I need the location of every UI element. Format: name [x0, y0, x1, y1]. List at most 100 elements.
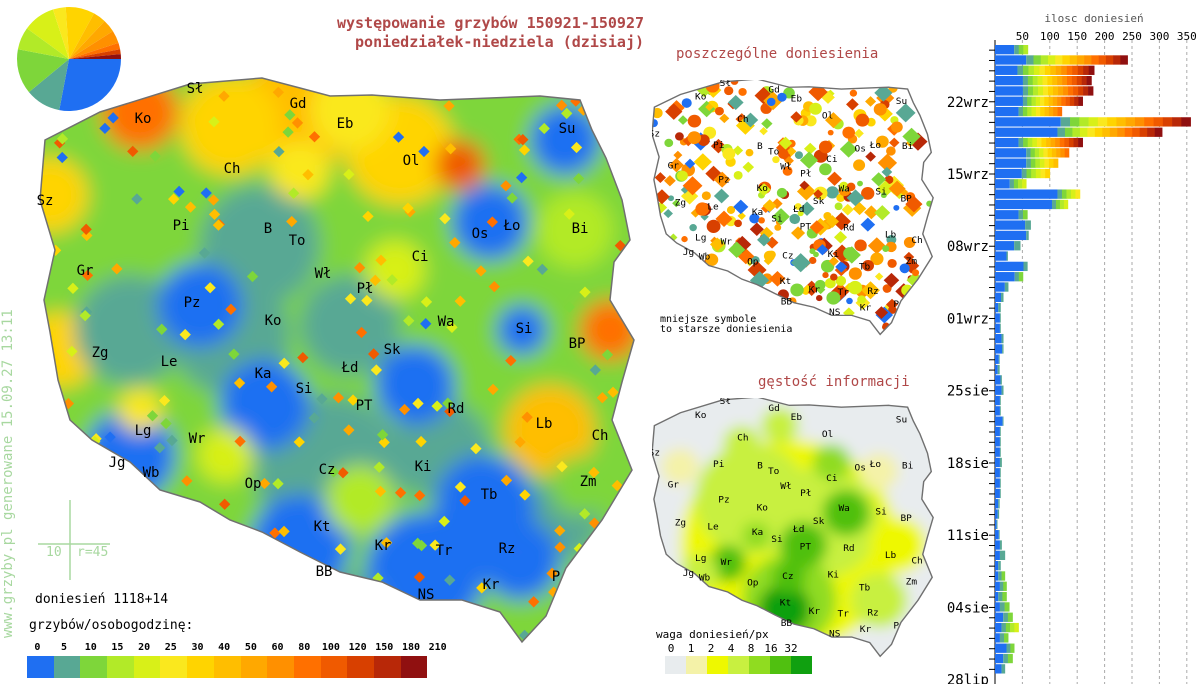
- region-label: Su: [559, 121, 576, 137]
- heat-blob: [270, 140, 330, 200]
- bar-segment: [1027, 137, 1033, 148]
- scale-right-label: r=45: [77, 545, 109, 560]
- legend-swatch: [160, 656, 188, 678]
- density-map-title: gęstość informacji: [758, 374, 910, 390]
- region-label: Ki: [828, 249, 839, 260]
- legend-label: 210: [428, 642, 447, 653]
- bar-segment: [1078, 96, 1083, 106]
- report-marker: [208, 208, 221, 221]
- region-label: Jg: [109, 455, 126, 471]
- region-label: Lg: [135, 423, 152, 439]
- report-marker: [327, 466, 340, 478]
- report-marker: [154, 442, 166, 454]
- color-share-pie-chart: [16, 7, 121, 111]
- report-symbol: [745, 148, 754, 157]
- bar-segment-zero: [995, 189, 1058, 199]
- report-marker: [454, 295, 466, 307]
- region-label: Bi: [572, 221, 589, 237]
- region-label: Ci: [826, 473, 837, 484]
- region-label: Bi: [902, 460, 913, 471]
- bar-segment: [1052, 75, 1058, 86]
- density-blob: [822, 489, 870, 536]
- region-label: Su: [896, 414, 907, 425]
- bar-segment: [1039, 65, 1046, 75]
- report-symbol: [701, 191, 711, 201]
- bar-segment: [1064, 148, 1070, 158]
- heat-blob: [365, 240, 425, 300]
- heat-blob: [118, 388, 162, 432]
- region-label: P: [552, 569, 560, 585]
- bar-segment: [1007, 612, 1013, 622]
- bar-segment: [1061, 189, 1067, 199]
- bar-segment-zero: [995, 241, 1015, 251]
- density-legend-label: 1: [687, 642, 695, 655]
- bar-segment-zero: [995, 488, 1000, 499]
- report-marker: [127, 145, 139, 158]
- legend-swatch: [320, 656, 348, 678]
- report-symbol: [687, 131, 702, 145]
- bar-segment: [1022, 75, 1029, 86]
- bar-segment: [999, 457, 1002, 468]
- report-marker: [611, 479, 623, 492]
- report-symbol: [681, 236, 688, 243]
- region-label: Jg: [683, 568, 694, 579]
- bar-segment: [997, 364, 1000, 375]
- report-marker: [146, 410, 159, 422]
- bar-segment: [1028, 65, 1035, 75]
- legend-swatch: [267, 656, 294, 678]
- report-marker: [181, 475, 193, 487]
- bar-segment-zero: [995, 395, 1000, 406]
- bar-segment-zero: [995, 530, 999, 540]
- bar-segment: [1021, 168, 1027, 179]
- report-symbol: [818, 140, 833, 154]
- report-symbol: [827, 129, 834, 136]
- bar-segment: [1048, 158, 1054, 168]
- bar-segment: [1036, 137, 1042, 148]
- density-legend-label: 4: [727, 642, 735, 655]
- report-symbol: [677, 115, 689, 125]
- bar-segment: [1002, 416, 1004, 426]
- region-label: Pł: [800, 169, 811, 180]
- region-label: Bi: [902, 141, 913, 152]
- report-marker: [444, 574, 456, 586]
- bar-segment: [1105, 55, 1114, 65]
- bar-segment: [1047, 86, 1054, 96]
- bar-segment: [1014, 622, 1019, 633]
- region-label: Ki: [828, 570, 839, 581]
- report-symbol: [865, 96, 877, 107]
- bar-segment: [1052, 96, 1058, 106]
- region-label: Tr: [838, 287, 850, 298]
- bar-segment: [1044, 65, 1051, 75]
- report-marker: [166, 434, 178, 447]
- pie-slice: [69, 42, 121, 59]
- region-label: Ka: [255, 366, 272, 382]
- report-marker: [519, 489, 531, 501]
- bar-segment: [1044, 158, 1050, 168]
- y-tick-label: 28lip: [947, 673, 989, 684]
- legend-label: 40: [218, 642, 231, 653]
- y-tick-label: 04sie: [947, 600, 989, 616]
- report-marker: [286, 215, 298, 228]
- report-symbol: [668, 157, 684, 173]
- report-symbol: [843, 247, 857, 260]
- bar-segment: [1072, 65, 1079, 75]
- report-symbol: [876, 180, 895, 198]
- report-marker: [376, 429, 389, 441]
- report-marker: [505, 354, 517, 367]
- bar-segment: [1003, 653, 1009, 664]
- bar-segment: [1010, 643, 1015, 653]
- bar-segment-zero: [995, 633, 1000, 643]
- bar-segment-zero: [995, 158, 1027, 168]
- region-label: Wł: [780, 481, 791, 492]
- region-label: Ka: [752, 207, 763, 218]
- bar-segment: [1059, 137, 1065, 148]
- legend-label: 150: [375, 642, 394, 653]
- report-marker: [149, 150, 161, 162]
- bar-segment: [1022, 210, 1028, 220]
- report-symbol: [826, 186, 839, 199]
- density-blob: [869, 517, 927, 573]
- bar-segment-zero: [995, 137, 1019, 148]
- y-tick-label: 11sie: [947, 528, 989, 544]
- legend-label: 30: [191, 642, 204, 653]
- region-label: Zg: [675, 517, 686, 528]
